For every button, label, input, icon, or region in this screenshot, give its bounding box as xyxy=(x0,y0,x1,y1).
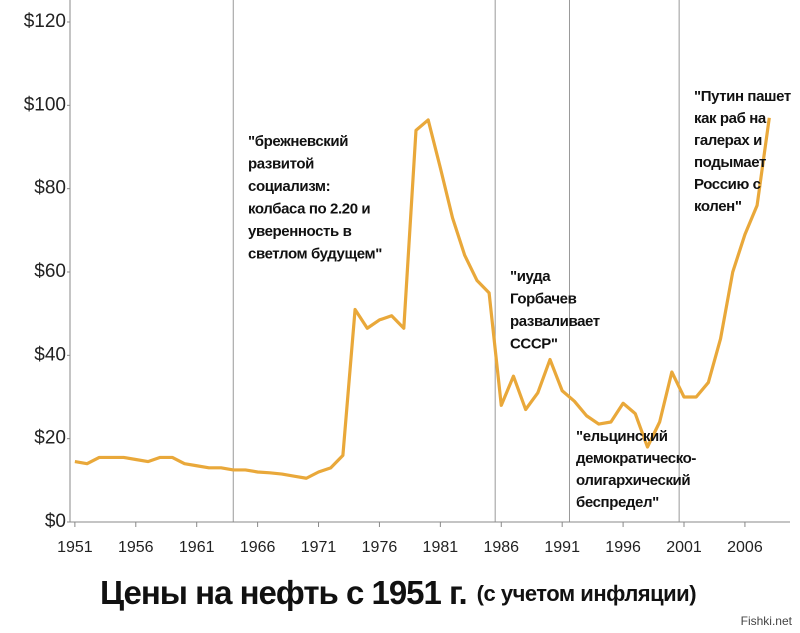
x-tick-label: 1991 xyxy=(544,539,580,556)
title: Цены на нефть с 1951 г. xyxy=(100,574,467,611)
annotation-line: галерах и xyxy=(694,132,762,149)
annotation-line: разваливает xyxy=(510,313,600,330)
y-tick-label: $40 xyxy=(34,344,66,365)
x-tick-label: 1976 xyxy=(362,539,398,556)
x-tick-label: 1971 xyxy=(301,539,337,556)
y-tick-label: $100 xyxy=(24,94,66,115)
x-tick-label: 2001 xyxy=(666,539,702,556)
annotation-line: "брежневский xyxy=(248,133,348,150)
y-tick-label: $120 xyxy=(24,11,66,32)
annotation-line: подымает xyxy=(694,154,766,171)
y-tick-label: $0 xyxy=(45,511,66,532)
annotation-line: уверенность в xyxy=(248,223,352,240)
x-tick-label: 1986 xyxy=(483,539,519,556)
annotation-line: беспредел" xyxy=(576,494,659,511)
annotation-line: "Путин пашет xyxy=(694,88,791,105)
annotation-line: Горбачев xyxy=(510,290,577,307)
y-tick-label: $80 xyxy=(34,178,66,199)
x-tick-label: 1956 xyxy=(118,539,154,556)
x-tick-label: 1996 xyxy=(605,539,641,556)
annotation-line: светлом будущем" xyxy=(248,245,382,262)
y-tick-label: $20 xyxy=(34,428,66,449)
annotation-line: СССР" xyxy=(510,335,558,352)
price-line xyxy=(74,117,771,480)
annotation-line: колен" xyxy=(694,198,742,215)
annotation-line: олигархический xyxy=(576,472,690,489)
chart-title: Цены на нефть с 1951 г. (с учетом инфляци… xyxy=(100,574,696,611)
annotation-line: развитой xyxy=(248,155,314,172)
watermark: Fishki.net xyxy=(741,614,793,628)
x-tick-label: 1981 xyxy=(423,539,459,556)
annotation-line: "иуда xyxy=(510,268,551,285)
annotation-line: социализм: xyxy=(248,178,330,195)
y-tick-label: $60 xyxy=(34,261,66,282)
x-tick-label: 1951 xyxy=(57,539,93,556)
annotation-line: демократическо- xyxy=(576,450,696,467)
annotation-line: колбаса по 2.20 и xyxy=(248,200,370,217)
annotation-line: "ельцинский xyxy=(576,428,668,445)
x-tick-label: 1966 xyxy=(240,539,276,556)
x-tick-label: 2006 xyxy=(727,539,763,556)
x-tick-label: 1961 xyxy=(179,539,215,556)
subtitle: (с учетом инфляции) xyxy=(477,581,697,606)
annotation-line: Россию с xyxy=(694,176,761,193)
annotation-line: как раб на xyxy=(694,110,767,127)
